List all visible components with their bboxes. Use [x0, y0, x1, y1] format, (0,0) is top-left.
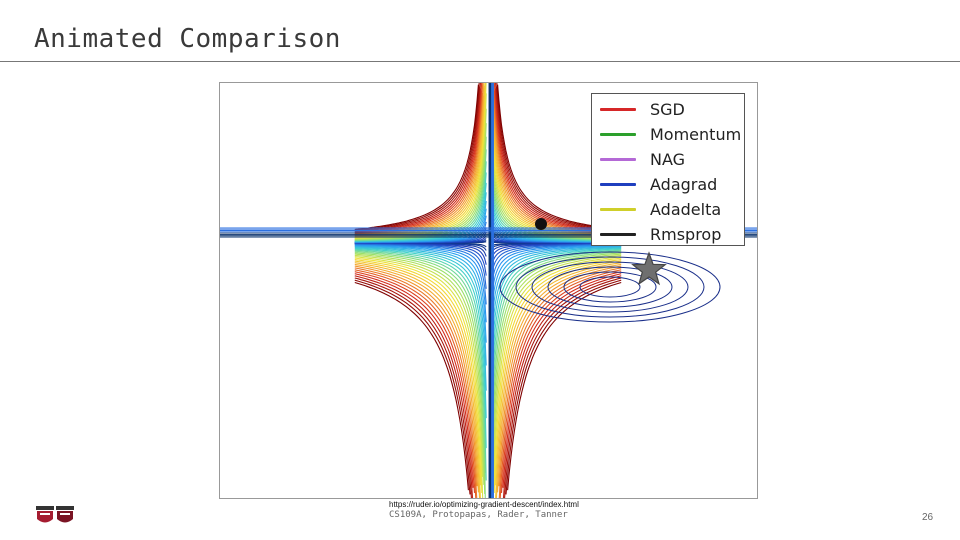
course-credit: CS109A, Protopapas, Rader, Tanner: [389, 510, 568, 520]
minimum-star-marker: [631, 251, 667, 286]
contour-line: [354, 245, 487, 343]
contour-line: [492, 254, 622, 477]
legend-label: Momentum: [650, 125, 742, 144]
legend-entry-rmsprop: Rmsprop: [592, 222, 744, 247]
contour-line: [354, 248, 487, 449]
contour-line: [547, 266, 673, 308]
contour-line: [490, 251, 622, 498]
contour-line: [354, 265, 478, 487]
legend-entry-adadelta: Adadelta: [592, 197, 744, 222]
legend-label: Adadelta: [650, 200, 722, 219]
contour-line: [489, 244, 622, 323]
contour-line: [354, 253, 485, 485]
contour-line: [354, 245, 487, 366]
contour-line: [354, 257, 483, 494]
contour-line: [354, 260, 481, 498]
start-point-marker: [535, 218, 547, 230]
legend-label: Adagrad: [650, 175, 718, 194]
contour-figure: SGD Momentum NAG Adagrad Adadelta Rmsprop: [219, 82, 758, 499]
contour-line: [354, 273, 474, 488]
contour-line: [489, 245, 622, 366]
contour-line: [579, 276, 641, 298]
contour-line: [499, 269, 622, 498]
contour-line: [490, 250, 622, 473]
legend-entry-adagrad: Adagrad: [592, 172, 744, 197]
source-url[interactable]: https://ruder.io/optimizing-gradient-des…: [389, 500, 579, 509]
contour-line: [497, 263, 622, 493]
shield-icon-right: [57, 511, 73, 523]
contour-line: [354, 83, 480, 231]
contour-line: [354, 279, 471, 495]
contour-line: [354, 84, 479, 230]
legend-label: Rmsprop: [650, 225, 722, 244]
contour-line: [354, 256, 484, 498]
contour-line: [354, 262, 481, 498]
legend-entry-sgd: SGD: [592, 97, 744, 122]
legend-swatch: [600, 233, 636, 236]
contour-line: [490, 252, 622, 495]
contour-line: [489, 244, 622, 305]
legend-label: NAG: [650, 150, 686, 169]
legend-swatch: [600, 158, 636, 161]
contour-line: [495, 260, 622, 498]
shield-icon-left: [37, 511, 53, 523]
legend-swatch: [600, 208, 636, 211]
contour-line: [354, 275, 474, 498]
contour-line: [507, 281, 622, 491]
university-logo: [36, 503, 76, 527]
contour-line: [498, 265, 622, 487]
legend-swatch: [600, 183, 636, 186]
legend-swatch: [600, 108, 636, 111]
contour-line: [354, 251, 486, 498]
slide-title: Animated Comparison: [34, 24, 341, 54]
contour-line: [354, 247, 487, 419]
contour-line: [354, 281, 469, 491]
contour-line: [531, 261, 689, 313]
contour-line: [489, 243, 622, 289]
contour-line: [515, 256, 705, 318]
contour-line: [489, 123, 622, 241]
contour-line: [354, 269, 477, 498]
contour-line: [354, 244, 487, 323]
contour-line: [354, 83, 483, 234]
contour-line: [489, 245, 622, 343]
contour-line: [354, 123, 487, 241]
page-number: 26: [922, 512, 934, 523]
contour-line: [494, 259, 622, 486]
contour-line: [354, 85, 486, 238]
contour-line: [354, 90, 483, 235]
contour-line: [502, 275, 622, 498]
legend: SGD Momentum NAG Adagrad Adadelta Rmsprop: [591, 93, 745, 246]
contour-line: [563, 271, 657, 303]
contour-line: [354, 267, 478, 498]
contour-line: [354, 249, 487, 481]
contour-line: [499, 251, 721, 323]
legend-entry-nag: NAG: [592, 147, 744, 172]
contour-line: [354, 271, 476, 493]
contour-line: [354, 88, 486, 239]
contour-line: [354, 277, 472, 498]
title-divider: [0, 61, 960, 62]
contour-line: [354, 246, 487, 391]
contour-line: [354, 83, 482, 233]
contour-line: [354, 243, 487, 289]
contour-line: [502, 273, 622, 488]
contour-line: [504, 277, 622, 498]
contour-line: [354, 263, 479, 493]
contour-line: [354, 252, 486, 495]
contour-line: [354, 136, 487, 241]
legend-entry-momentum: Momentum: [592, 122, 744, 147]
contour-line: [492, 256, 622, 498]
contour-line: [354, 259, 482, 486]
contour-line: [354, 244, 487, 305]
contour-line: [489, 247, 622, 419]
contour-line: [354, 83, 487, 239]
contour-line: [354, 250, 486, 473]
contour-line: [489, 248, 622, 449]
legend-swatch: [600, 133, 636, 136]
contour-line: [498, 267, 622, 498]
legend-label: SGD: [650, 100, 685, 119]
contour-line: [354, 254, 484, 477]
